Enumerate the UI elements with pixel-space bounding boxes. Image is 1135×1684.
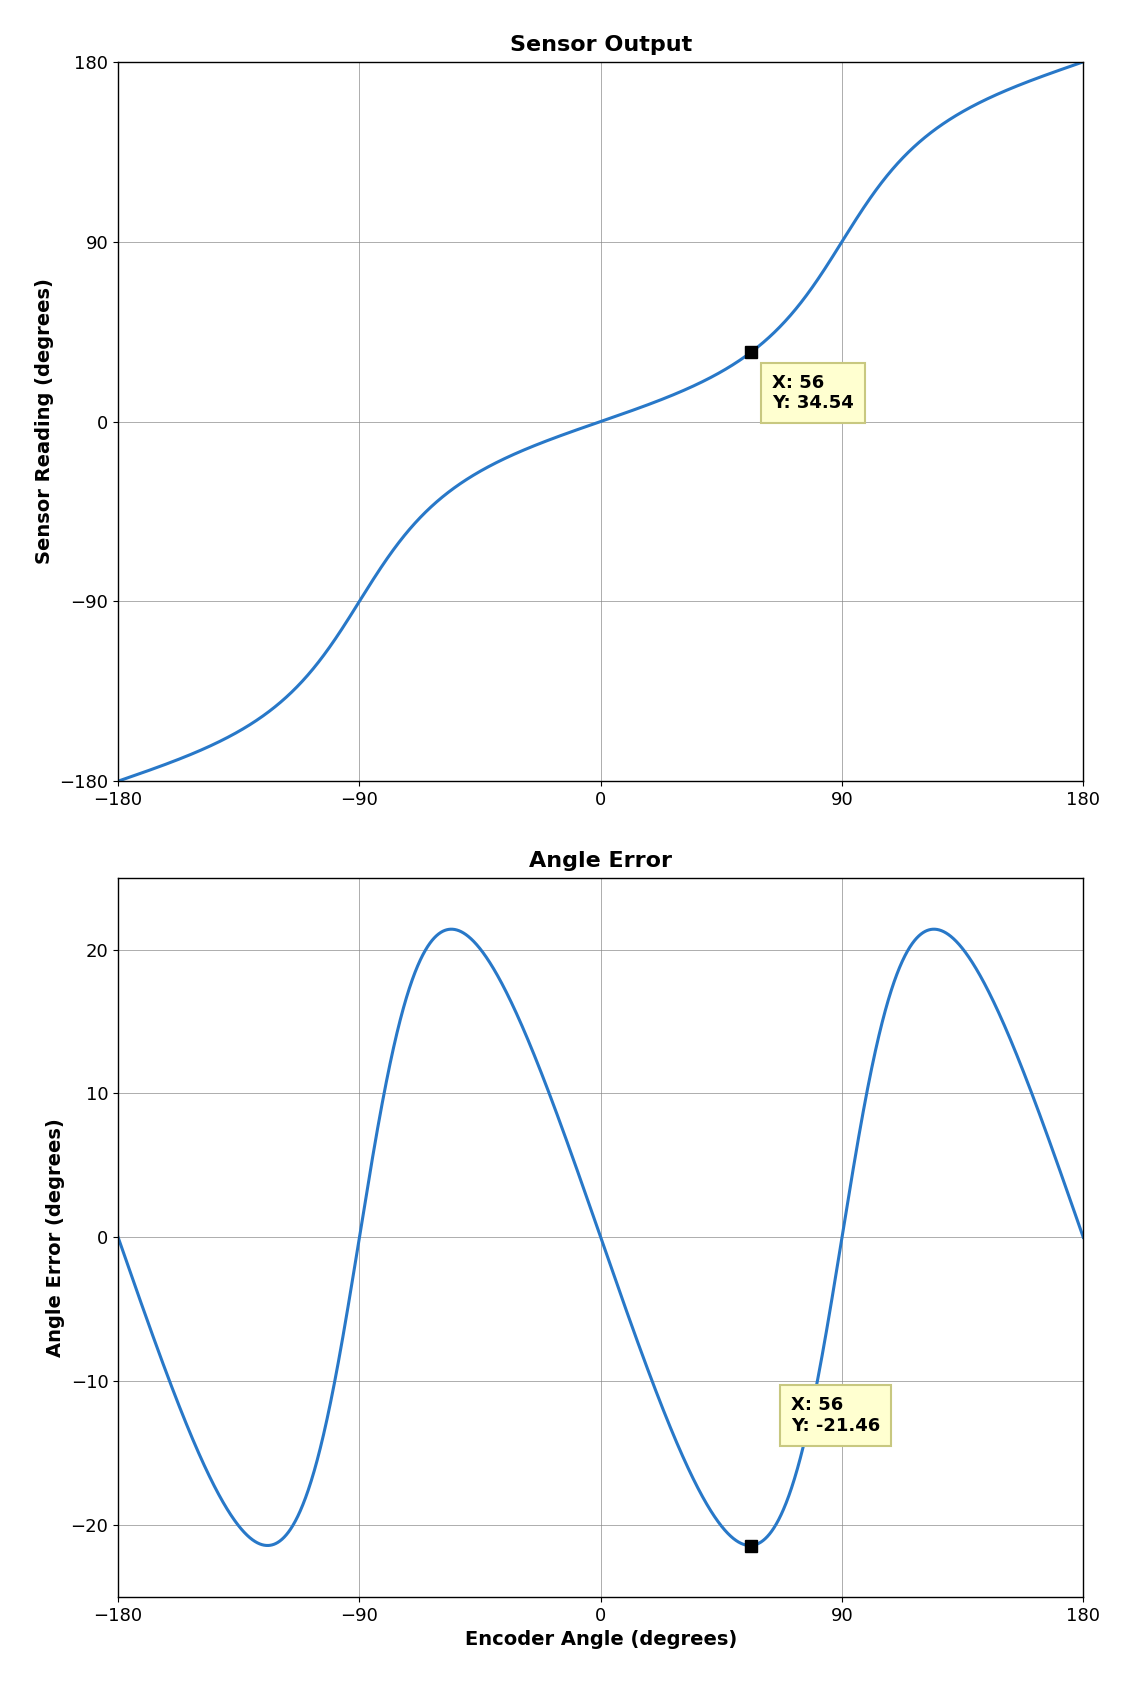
Y-axis label: Angle Error (degrees): Angle Error (degrees) (47, 1118, 65, 1357)
Text: X: 56
Y: -21.46: X: 56 Y: -21.46 (791, 1396, 881, 1435)
Title: Sensor Output: Sensor Output (510, 35, 692, 54)
Y-axis label: Sensor Reading (degrees): Sensor Reading (degrees) (35, 278, 53, 564)
X-axis label: Encoder Angle (degrees): Encoder Angle (degrees) (464, 1630, 737, 1649)
Title: Angle Error: Angle Error (529, 850, 672, 871)
Text: X: 56
Y: 34.54: X: 56 Y: 34.54 (772, 374, 854, 413)
